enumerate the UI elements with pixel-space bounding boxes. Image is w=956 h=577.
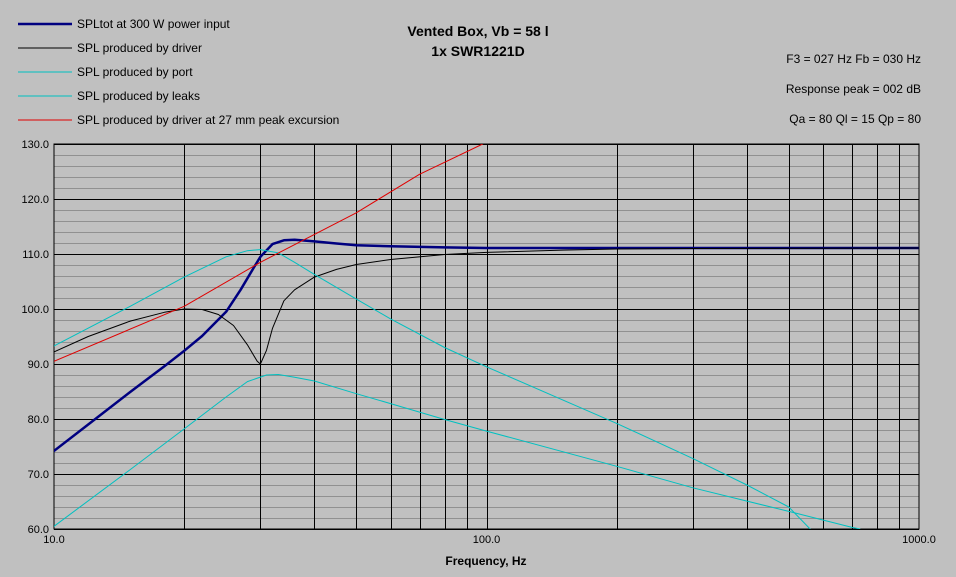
x-tick-labels: 10.0 100.0 1000.0 [43, 534, 936, 546]
plot-area [54, 144, 919, 529]
y-tick-label: 70.0 [28, 469, 49, 481]
legend: SPLtot at 300 W power input SPL produced … [18, 17, 339, 127]
series-line-1 [54, 238, 919, 453]
y-tick-labels: 60.0 70.0 80.0 90.0 100.0 110.0 120.0 130.0 [21, 139, 49, 536]
legend-label: SPLtot at 300 W power input [77, 17, 230, 31]
y-tick-label: 110.0 [22, 249, 49, 261]
x-tick-label: 1000.0 [902, 534, 936, 546]
y-tick-label: 100.0 [21, 304, 49, 316]
y-tick-label: 120.0 [21, 194, 49, 206]
y-tick-label: 90.0 [28, 359, 49, 371]
series-line-4 [54, 374, 861, 529]
legend-label: SPL produced by port [77, 65, 193, 79]
plot-border [53, 143, 920, 530]
x-tick-label: 100.0 [473, 534, 501, 546]
chart-title-line-1: Vented Box, Vb = 58 l [407, 23, 548, 39]
series-line-2 [54, 247, 919, 365]
info-response-peak: Response peak = 002 dB [786, 82, 921, 96]
y-tick-label: 60.0 [28, 524, 49, 536]
x-axis-label: Frequency, Hz [445, 554, 526, 568]
legend-label: SPL produced by driver at 27 mm peak exc… [77, 113, 339, 127]
y-tick-label: 80.0 [28, 414, 49, 426]
chart-title-line-2: 1x SWR1221D [431, 43, 524, 59]
y-tick-label: 130.0 [21, 139, 49, 151]
series-line-3 [54, 249, 811, 529]
x-tick-label: 10.0 [43, 534, 64, 546]
info-q-values: Qa = 80 Ql = 15 Qp = 80 [789, 112, 921, 126]
legend-label: SPL produced by leaks [77, 89, 200, 103]
legend-label: SPL produced by driver [77, 41, 202, 55]
series-line-5 [54, 144, 484, 362]
info-f3-fb: F3 = 027 Hz Fb = 030 Hz [786, 52, 921, 66]
series-lines [54, 144, 919, 529]
